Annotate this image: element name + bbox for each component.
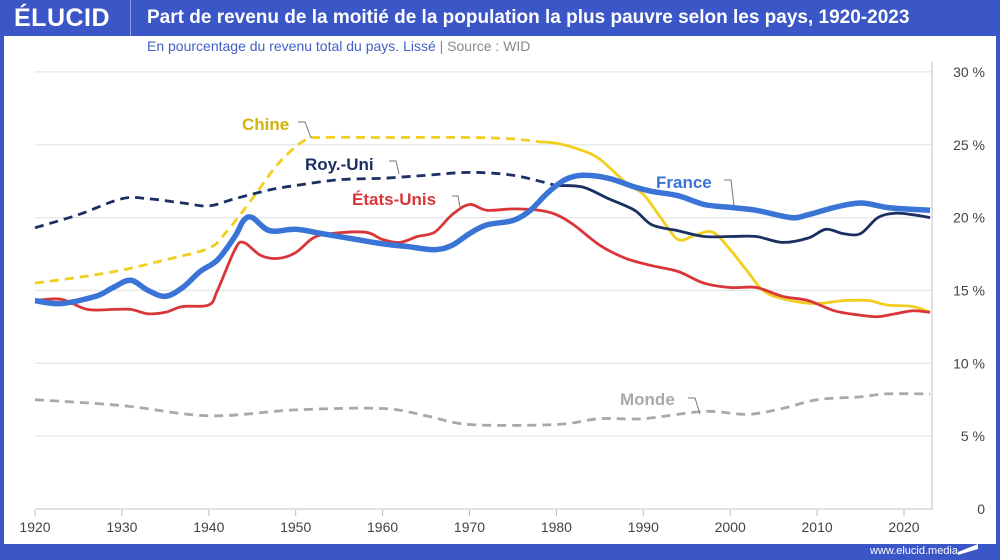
y-tick-label: 30 %: [953, 64, 985, 80]
series-line-usa: [34, 203, 931, 319]
series-line-world: [34, 392, 931, 427]
subtitle-separator: |: [439, 38, 444, 54]
label-leader-line: [298, 121, 312, 139]
footer-url[interactable]: www.elucid.media: [869, 545, 958, 557]
y-tick-label: 15 %: [953, 282, 985, 298]
series-label-usa: États-Unis: [352, 190, 436, 209]
chart-subtitle: En pourcentage du revenu total du pays. …: [147, 38, 530, 54]
header-bar: ÉLUCID Part de revenu de la moitié de la…: [0, 0, 1000, 36]
series-label-china: Chine: [242, 115, 289, 134]
x-tick-label: 1990: [628, 519, 659, 535]
x-tick-label: 1960: [367, 519, 398, 535]
label-leader-line: [452, 195, 461, 208]
y-tick-label: 5 %: [961, 428, 985, 444]
label-leader-line: [688, 397, 701, 415]
x-tick-label: 2020: [888, 519, 919, 535]
x-tick-label: 1930: [106, 519, 137, 535]
series-line-uk-solid: [556, 184, 931, 244]
chart-title: Part de revenu de la moitié de la popula…: [147, 7, 910, 28]
frame-right: [996, 36, 1000, 546]
series-line-china-dashed: [34, 135, 540, 285]
source-text: Source : WID: [447, 38, 531, 54]
y-tick-label: 10 %: [953, 355, 985, 371]
x-tick-label: 1920: [19, 519, 50, 535]
subtitle-text: En pourcentage du revenu total du pays. …: [147, 38, 436, 54]
y-tick-label: 0: [977, 501, 985, 517]
x-tick-label: 2000: [715, 519, 746, 535]
line-chart: 0 5 % 10 % 15 % 20 % 25 % 30 % 1920 1930 1940 1950…: [19, 62, 985, 535]
header-divider: [130, 0, 131, 36]
x-tick-label: 1980: [541, 519, 572, 535]
y-tick-label: 20 %: [953, 210, 985, 226]
series-label-uk: Roy.-Uni: [305, 155, 374, 174]
x-tick-label: 1940: [193, 519, 224, 535]
x-tick-label: 1950: [280, 519, 311, 535]
series-line-china-solid: [538, 140, 931, 314]
footer-bar: [0, 544, 1000, 560]
label-leader-line: [724, 179, 735, 207]
frame-left: [0, 36, 4, 546]
x-tick-label: 2010: [802, 519, 833, 535]
elucid-logo: ÉLUCID: [14, 4, 111, 32]
y-tick-label: 25 %: [953, 137, 985, 153]
series-label-world: Monde: [620, 390, 675, 409]
series-label-france: France: [656, 173, 712, 192]
label-leader-line: [389, 160, 400, 175]
x-tick-label: 1970: [454, 519, 485, 535]
series-line-france: [34, 172, 931, 307]
series-line-uk-dashed: [34, 171, 557, 230]
